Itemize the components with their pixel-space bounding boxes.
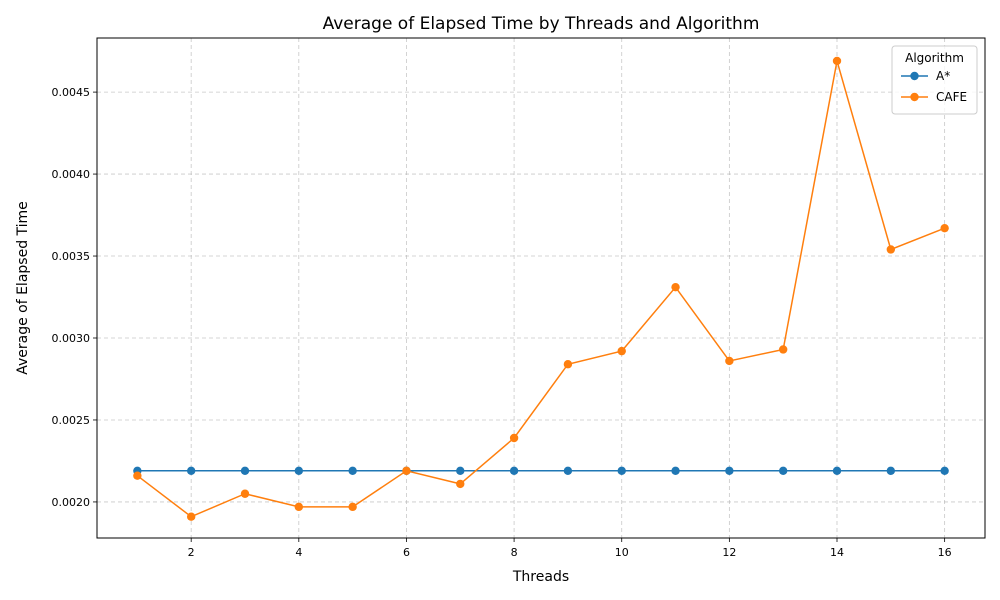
- legend-items: A* CAFE: [901, 69, 967, 104]
- legend-label: A*: [936, 69, 950, 83]
- data-point: [186, 512, 196, 521]
- data-point: [940, 223, 949, 233]
- data-point: [348, 502, 357, 512]
- data-point: [832, 56, 842, 66]
- data-point: [617, 346, 626, 356]
- x-tick-label: 4: [295, 546, 302, 559]
- data-point: [778, 345, 788, 354]
- data-point: [725, 356, 734, 366]
- legend-marker: [910, 92, 919, 102]
- y-tick-label: 0.0040: [52, 168, 91, 181]
- series-line: [136, 60, 945, 518]
- series-lines: [133, 56, 949, 521]
- data-point: [186, 466, 196, 475]
- data-point: [348, 466, 357, 475]
- y-tick-label: 0.0025: [52, 414, 91, 427]
- grid: [97, 38, 985, 538]
- x-tick-label: 16: [938, 546, 952, 559]
- x-tick-label: 6: [403, 546, 410, 559]
- data-point: [240, 466, 250, 475]
- x-tick-label: 10: [615, 546, 629, 559]
- data-point: [509, 433, 519, 443]
- y-tick-label: 0.0035: [52, 250, 91, 263]
- x-tick-label: 8: [511, 546, 518, 559]
- data-point: [617, 466, 626, 475]
- data-point: [294, 466, 304, 475]
- data-point: [456, 479, 465, 489]
- data-point: [240, 489, 250, 498]
- legend-marker: [910, 71, 919, 81]
- y-tick-label: 0.0045: [52, 86, 91, 99]
- data-point: [886, 245, 896, 254]
- data-point: [725, 466, 734, 475]
- legend-item: CAFE: [901, 90, 967, 104]
- y-axis-label: Average of Elapsed Time: [15, 201, 31, 375]
- data-point: [563, 360, 573, 369]
- data-point: [671, 466, 680, 475]
- legend: Algorithm A* CAFE: [891, 45, 978, 115]
- axis-ticks: 2 4 6 8 10 12 14 16 0.0020 0.0025 0.0030 0.0035 0.00…: [52, 86, 952, 559]
- y-tick-label: 0.0020: [52, 496, 91, 509]
- plot-area: [96, 37, 986, 539]
- chart-title: Average of Elapsed Time by Threads and A…: [323, 14, 760, 34]
- data-point: [778, 466, 788, 475]
- data-point: [509, 466, 519, 475]
- series-cafe: [133, 56, 949, 521]
- data-point: [940, 466, 949, 475]
- legend-item: A*: [901, 69, 950, 83]
- x-tick-label: 14: [830, 546, 844, 559]
- data-point: [402, 466, 411, 475]
- data-point: [456, 466, 465, 475]
- y-tick-label: 0.0030: [52, 332, 91, 345]
- data-point: [886, 466, 896, 475]
- data-point: [563, 466, 573, 475]
- x-tick-label: 12: [722, 546, 736, 559]
- legend-label: CAFE: [936, 90, 967, 104]
- data-point: [832, 466, 842, 475]
- data-point: [671, 282, 680, 292]
- legend-title: Algorithm: [905, 51, 964, 65]
- data-point: [133, 471, 142, 480]
- x-tick-label: 2: [188, 546, 195, 559]
- x-axis-label: Threads: [512, 569, 569, 585]
- data-point: [294, 502, 304, 512]
